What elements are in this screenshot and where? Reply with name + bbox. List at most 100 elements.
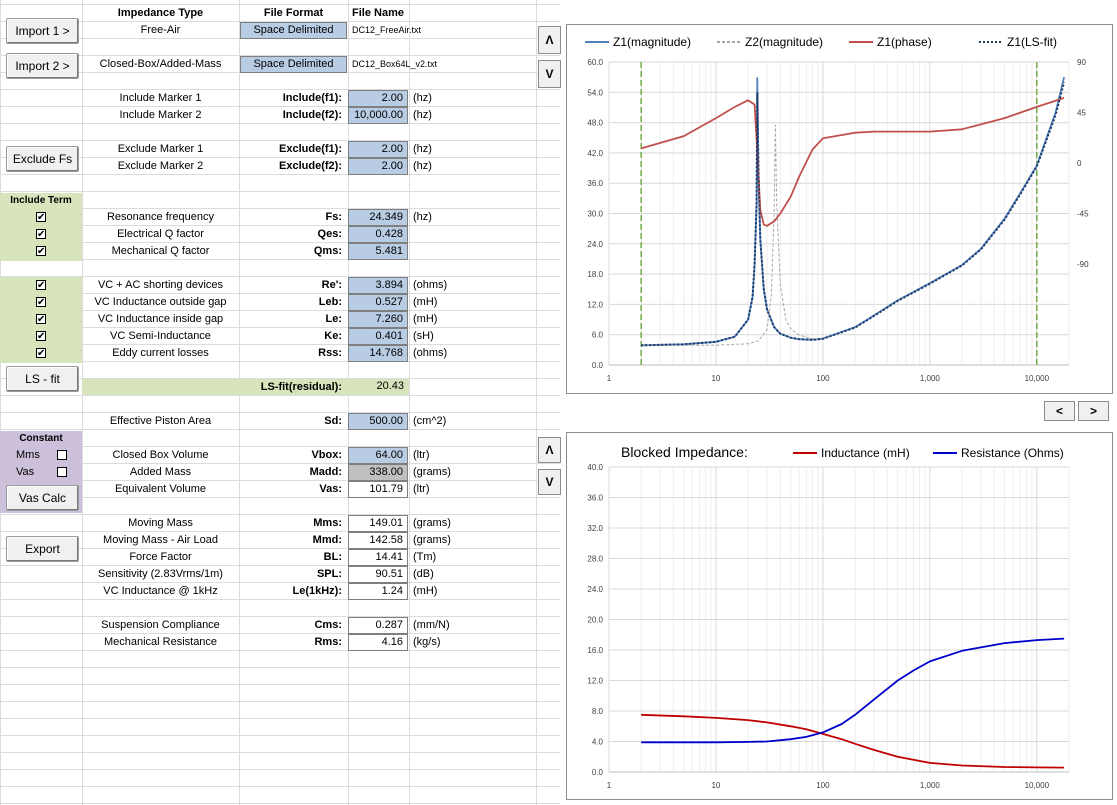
legend-label: Z1(magnitude) [613,35,691,49]
x-tick-label: 10 [711,374,720,383]
vas-unit: (ltr) [413,483,430,495]
leb-key: Leb: [318,296,342,308]
spl-value: 90.51 [348,566,408,583]
cms-label: Suspension Compliance [101,619,220,631]
impedance-type-1: Free-Air [140,24,181,36]
chart-title: Blocked Impedance: [621,444,748,460]
le1khz-value: 1.24 [348,583,408,600]
mms-checkbox[interactable] [57,450,67,460]
include-re-checkbox[interactable]: ✔ [36,280,46,291]
vbox-label: Closed Box Volume [112,449,209,461]
fs-key: Fs: [325,211,343,223]
series-line [641,81,1066,347]
re-value[interactable]: 3.894 [348,277,408,294]
include-leb-checkbox[interactable]: ✔ [36,297,46,308]
header-file-format: File Format [263,7,324,19]
mmd-key: Mmd: [312,534,342,546]
excludef2-value[interactable]: 2.00 [348,158,408,175]
series-line [641,637,1065,744]
include-fs-checkbox[interactable]: ✔ [36,212,46,223]
include-qes-checkbox[interactable]: ✔ [36,229,46,240]
x-tick-label: 10 [711,781,720,790]
x-tick-label: 1,000 [920,374,941,383]
le-value[interactable]: 7.260 [348,311,408,328]
ke-label: VC Semi-Inductance [110,330,211,342]
chart1-scroll-down-button[interactable]: V [538,60,561,88]
file-name-1: DC12_FreeAir.txt [352,25,422,35]
y2-tick-label: -90 [1077,260,1089,269]
file-format-1-select[interactable]: Space Delimited [240,22,347,39]
includef2-unit: (hz) [413,109,432,121]
vas-calc-button[interactable]: Vas Calc [6,485,79,511]
import-1-button[interactable]: Import 1 > [6,18,79,44]
qes-value[interactable]: 0.428 [348,226,408,243]
file-format-2-select[interactable]: Space Delimited [240,56,347,73]
excludef1-label: Exclude Marker 1 [117,143,204,155]
next-chart-button[interactable]: > [1078,401,1109,421]
x-tick-label: 10,000 [1025,374,1050,383]
y-tick-label: 48.0 [587,119,603,128]
impedance-chart-svg: 0.0 6.0 12.0 18.0 24.0 30.0 36.0 42.0 48.0 54.0 60… [585,35,1089,383]
include-ke-checkbox[interactable]: ✔ [36,331,46,342]
legend-label: Z1(LS-fit) [1007,35,1057,49]
x-tick-label: 10,000 [1025,781,1050,790]
x-tick-label: 100 [816,374,830,383]
includef1-label: Include Marker 1 [119,92,202,104]
leb-unit: (mH) [413,296,438,308]
vas-checkbox[interactable] [57,467,67,477]
chart2-scroll-up-button[interactable]: Λ [538,437,561,463]
chart1-scroll-up-button[interactable]: Λ [538,26,561,54]
excludef2-unit: (hz) [413,160,432,172]
rms-key: Rms: [314,636,342,648]
piston-label: Effective Piston Area [109,415,212,427]
excludef2-label: Exclude Marker 2 [117,160,204,172]
includef1-value[interactable]: 2.00 [348,90,408,107]
y-tick-label: 8.0 [592,707,604,716]
y-tick-label: 60.0 [587,58,603,67]
include-le-checkbox[interactable]: ✔ [36,314,46,325]
cms-key: Cms: [314,619,342,631]
excludef1-value[interactable]: 2.00 [348,141,408,158]
piston-value[interactable]: 500.00 [348,413,408,430]
y-tick-label: 54.0 [587,88,603,97]
legend-label: Inductance (mH) [821,446,910,460]
madd-value: 338.00 [348,464,408,481]
qms-value[interactable]: 5.481 [348,243,408,260]
residual-value: 20.43 [376,380,404,392]
ls-fit-button[interactable]: LS - fit [6,366,79,392]
re-unit: (ohms) [413,279,448,291]
series-line [641,76,1065,347]
vas-label: Equivalent Volume [114,483,207,495]
y2-tick-label: 0 [1077,159,1082,168]
y-tick-label: 28.0 [587,555,603,564]
export-button[interactable]: Export [6,536,79,562]
rss-unit: (ohms) [413,347,448,359]
exclude-fs-button[interactable]: Exclude Fs [6,146,79,172]
rms-value: 4.16 [348,634,408,651]
y-tick-label: 20.0 [587,616,603,625]
le-label: VC Inductance inside gap [97,313,224,325]
mmd-value: 142.58 [348,532,408,549]
y-tick-label: 18.0 [587,270,603,279]
re-label: VC + AC shorting devices [97,279,224,291]
vbox-value[interactable]: 64.00 [348,447,408,464]
rss-value[interactable]: 14.768 [348,345,408,362]
vbox-unit: (ltr) [413,449,430,461]
include-rss-checkbox[interactable]: ✔ [36,348,46,359]
include-qms-checkbox[interactable]: ✔ [36,246,46,257]
y-tick-label: 12.0 [587,300,603,309]
fs-value[interactable]: 24.349 [348,209,408,226]
mms-key: Mms: [313,517,342,529]
ke-value[interactable]: 0.401 [348,328,408,345]
rms-label: Mechanical Resistance [103,636,218,648]
y-tick-label: 32.0 [587,524,603,533]
vas-key: Vas: [319,483,342,495]
x-tick-label: 1 [607,781,612,790]
import-2-button[interactable]: Import 2 > [6,53,79,79]
prev-chart-button[interactable]: < [1044,401,1075,421]
leb-value[interactable]: 0.527 [348,294,408,311]
y-tick-label: 40.0 [587,463,603,472]
includef2-value[interactable]: 10,000.00 [348,107,408,124]
madd-key: Madd: [309,466,342,478]
chart2-scroll-down-button[interactable]: V [538,469,561,495]
